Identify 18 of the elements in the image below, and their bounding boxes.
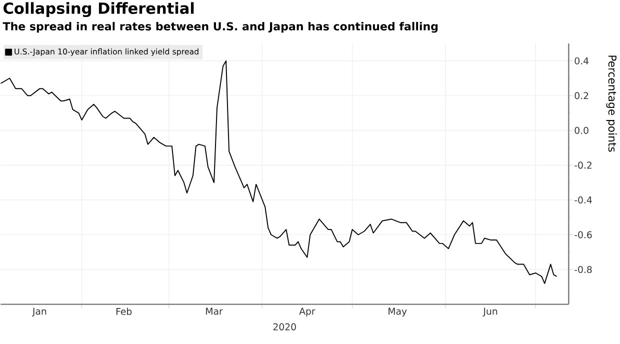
y-tick-label: -0.6: [574, 231, 592, 238]
x-tick-label: Feb: [116, 308, 132, 316]
x-tick-label: Jan: [32, 308, 46, 317]
line-series: [0, 60, 558, 284]
y-tick-label: -0.4: [574, 196, 592, 204]
x-axis-title: 2020: [273, 323, 296, 330]
y-tick-label: 0.0: [574, 126, 588, 134]
x-tick-label: Mar: [206, 308, 223, 315]
y-tick-label: 0.4: [574, 57, 588, 64]
x-tick-label: Apr: [299, 308, 316, 317]
y-tick-label: -0.8: [574, 266, 592, 274]
y-tick-label: 0.2: [574, 92, 588, 100]
x-tick-label: Jun: [482, 308, 498, 317]
y-tick-label: -0.2: [574, 162, 592, 169]
x-tick-label: May: [388, 308, 407, 317]
y-axis-title: Percentage points: [606, 56, 617, 152]
chart-subtitle: The spread in real rates between U.S. and Japan has continued falling: [2, 22, 438, 33]
chart-title: Collapsing Differential: [4, 2, 194, 18]
